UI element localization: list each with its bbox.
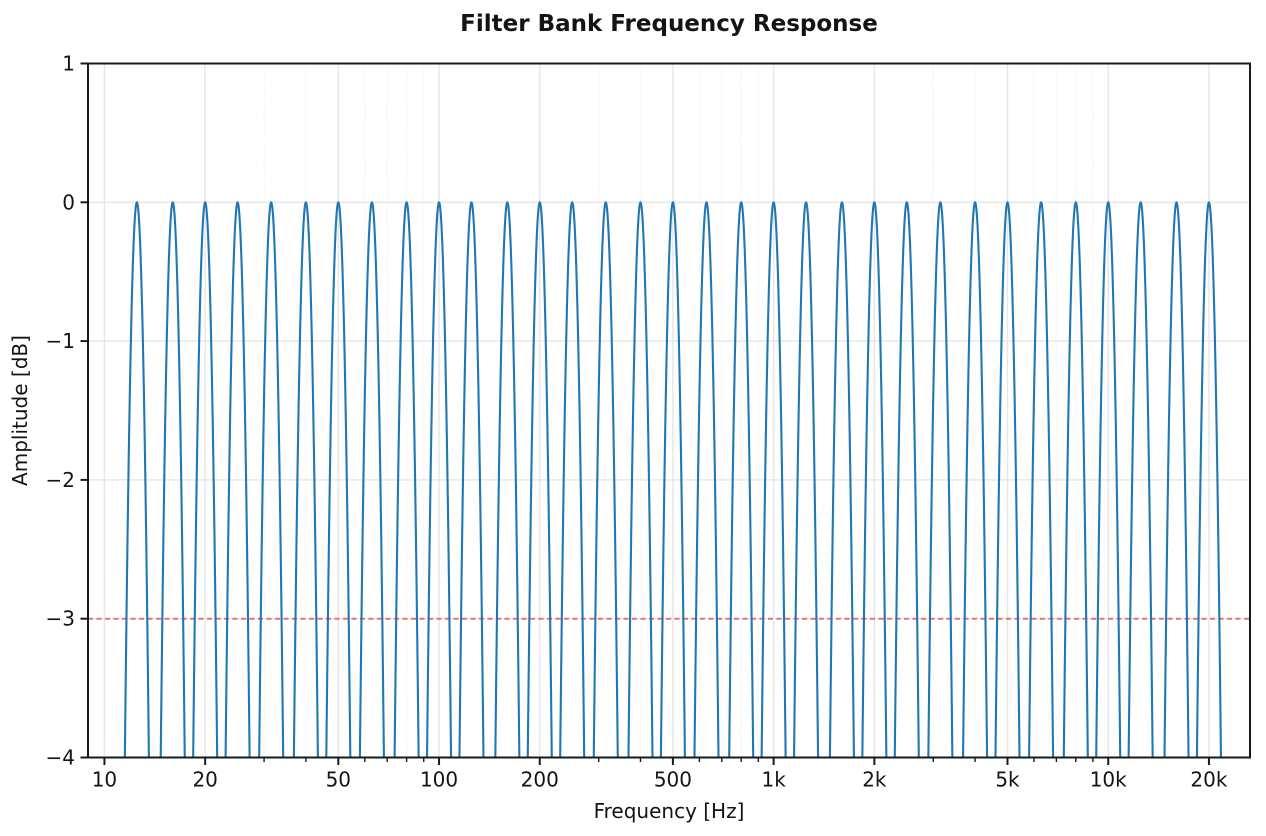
filter-curve: [526, 201, 553, 758]
x-tick-label: 100: [420, 768, 458, 792]
axis-ticks: [80, 62, 1210, 765]
filter-curve: [828, 201, 855, 758]
axis-tick-labels: 10−1−2−3−410 20 50 100 200 500 1k 2k 5k 10k 20k: [46, 52, 1228, 792]
filter-curve: [458, 201, 485, 758]
x-tick-label: 20k: [1190, 768, 1227, 792]
filter-curve: [559, 201, 586, 758]
filter-curve: [893, 201, 920, 758]
minor-gridlines: [263, 63, 1094, 758]
x-tick-label: 10k: [1090, 768, 1127, 792]
x-tick-label: 20: [192, 768, 217, 792]
y-axis-label: Amplitude [dB]: [8, 335, 32, 486]
filter-curve: [693, 201, 720, 758]
filter-curve: [1195, 201, 1223, 758]
filter-curve: [728, 201, 755, 758]
x-tick-label: 50: [326, 768, 351, 792]
x-tick-label: 5k: [995, 768, 1020, 792]
filter-curve: [224, 201, 251, 758]
y-tick-label: −4: [46, 746, 75, 770]
filter-curve: [861, 201, 888, 758]
filter-curve: [592, 201, 619, 758]
filter-curve: [1028, 201, 1055, 758]
y-tick-label: −3: [46, 607, 75, 631]
filter-curve: [494, 201, 521, 758]
filter-curve: [1163, 201, 1190, 758]
filter-curve: [393, 201, 420, 758]
filter-curve: [1127, 201, 1154, 758]
x-tick-label: 500: [654, 768, 692, 792]
filter-curve: [1062, 201, 1089, 758]
filter-curve: [192, 201, 219, 758]
filter-curve: [325, 201, 352, 758]
y-tick-label: −2: [46, 468, 75, 492]
y-tick-label: 0: [62, 190, 75, 214]
filter-curve: [659, 201, 686, 758]
filter-curve: [292, 201, 319, 758]
filter-curve: [792, 201, 820, 758]
axes-spines: [87, 62, 1251, 759]
x-tick-label: 200: [521, 768, 559, 792]
x-tick-label: 2k: [862, 768, 887, 792]
filter-curve: [962, 201, 989, 758]
filter-curve: [927, 201, 954, 758]
filter-curve: [358, 201, 385, 758]
filter-curve: [760, 201, 787, 758]
filter-curve: [425, 201, 453, 758]
filter-curve: [159, 201, 186, 758]
chart-title: Filter Bank Frequency Response: [460, 11, 878, 37]
x-tick-label: 1k: [761, 768, 786, 792]
x-axis-label: Frequency [Hz]: [594, 799, 745, 823]
filter-curve: [627, 201, 654, 758]
y-tick-label: 1: [62, 52, 75, 76]
y-tick-label: −1: [46, 329, 75, 353]
filter-curve: [258, 201, 285, 758]
filter-curve: [1095, 201, 1122, 758]
x-tick-label: 10: [92, 768, 117, 792]
filter-curve: [123, 201, 150, 758]
filter-curve: [994, 201, 1021, 758]
filter-curves: [123, 201, 1223, 758]
plot-border: [87, 62, 1251, 759]
